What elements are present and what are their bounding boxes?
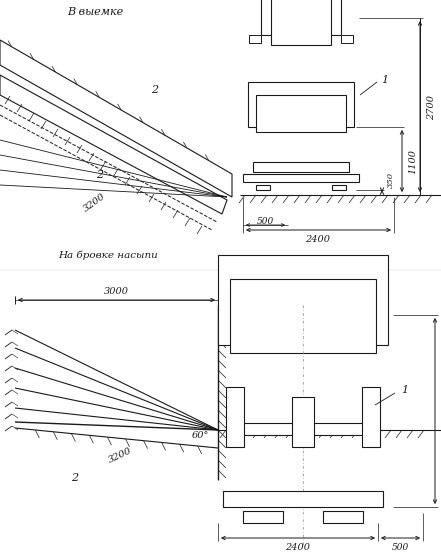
Text: В выемке: В выемке	[67, 7, 123, 17]
Bar	[325, 305, 353, 321]
Text: 500: 500	[256, 217, 273, 227]
Bar	[256, 185, 270, 190]
Text: 1: 1	[381, 75, 389, 85]
Text: 2400: 2400	[306, 236, 330, 245]
Bar	[226, 387, 244, 447]
Bar	[218, 255, 388, 345]
Bar	[253, 162, 349, 172]
Bar	[362, 387, 380, 447]
Text: 2: 2	[71, 473, 78, 483]
Text: 3200: 3200	[82, 192, 108, 214]
Bar	[341, 35, 353, 43]
Bar	[253, 305, 281, 321]
Bar	[230, 279, 376, 353]
Bar	[223, 491, 383, 507]
Text: 500: 500	[391, 544, 409, 553]
Bar	[243, 511, 283, 523]
Bar	[261, 0, 341, 35]
Text: 1: 1	[401, 385, 408, 395]
Bar	[271, 0, 331, 45]
Text: 3200: 3200	[107, 446, 133, 465]
Bar	[256, 95, 346, 132]
Bar	[292, 397, 314, 447]
Bar	[323, 511, 363, 523]
Text: На бровке насыпи: На бровке насыпи	[58, 250, 158, 260]
Text: 2400: 2400	[285, 544, 310, 553]
Text: 2: 2	[97, 170, 104, 180]
Bar	[243, 174, 359, 182]
Polygon shape	[300, 22, 310, 30]
Bar	[249, 35, 261, 43]
Text: 1100: 1100	[408, 149, 418, 173]
Text: 3000: 3000	[104, 286, 128, 296]
Bar	[248, 82, 354, 127]
Text: 60°: 60°	[191, 431, 209, 439]
Bar	[299, 25, 311, 35]
Text: 2700: 2700	[427, 95, 437, 120]
Polygon shape	[0, 40, 232, 197]
Bar	[253, 103, 349, 115]
Bar	[253, 329, 353, 337]
Text: 2: 2	[151, 85, 159, 95]
Bar	[230, 423, 376, 435]
Text: 350: 350	[387, 172, 395, 188]
Polygon shape	[0, 75, 227, 214]
Bar	[332, 185, 346, 190]
